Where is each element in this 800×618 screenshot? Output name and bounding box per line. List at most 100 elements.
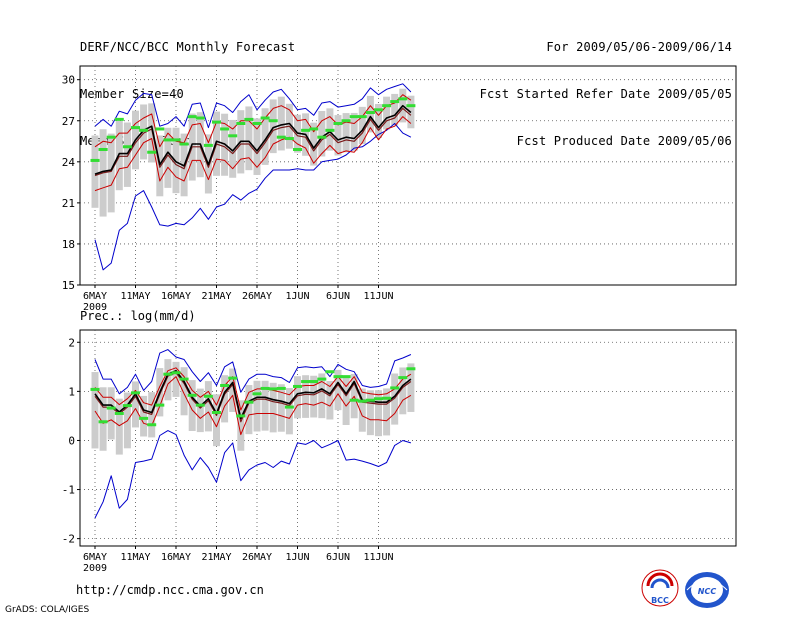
prec-observed-mark xyxy=(187,393,197,397)
temp-spread-box xyxy=(334,115,342,156)
temp-observed-mark xyxy=(106,135,116,139)
chart-temp: 15 18 21 24 27 30 6MAY 11MAY 16MAY 21MAY 26MAY 1JUN… xyxy=(62,65,737,313)
temp-observed-mark xyxy=(341,119,351,123)
temp-observed-mark xyxy=(365,111,375,115)
prec-observed-mark xyxy=(349,398,359,402)
ncc-logo: NCC xyxy=(685,572,729,608)
prec-spread-box xyxy=(196,388,204,433)
temp-spread-box xyxy=(172,127,180,194)
prec-xtick-label: 6JUN xyxy=(326,552,350,563)
prec-observed-mark xyxy=(106,406,116,410)
temp-observed-mark xyxy=(293,147,302,151)
temp-observed-mark xyxy=(228,134,238,138)
prec-spread-box xyxy=(245,385,253,435)
temp-spread-box xyxy=(269,99,277,154)
prec-observed-mark xyxy=(212,410,221,414)
prec-observed-mark xyxy=(293,384,302,388)
temp-observed-mark xyxy=(252,121,262,125)
prec-observed-mark xyxy=(317,377,327,381)
prec-spread-box xyxy=(342,377,350,425)
prec-spread-box xyxy=(204,381,212,432)
prec-spread-box xyxy=(213,394,220,447)
temp-observed-mark xyxy=(284,137,294,141)
temp-observed-mark xyxy=(349,115,359,119)
prec-spread-box xyxy=(172,361,180,397)
prec-spread-box xyxy=(399,367,407,415)
prec-spread-box xyxy=(383,388,391,436)
prec-observed-mark xyxy=(131,391,140,395)
temp-xtick-label: 1JUN xyxy=(285,291,309,302)
temp-observed-mark xyxy=(398,97,408,101)
temp-spread-box xyxy=(383,96,391,130)
temp-spread-box xyxy=(91,135,99,208)
prec-xtick-label: 26MAY xyxy=(242,552,272,563)
website-url[interactable]: http://cmdp.ncc.cma.gov.cn xyxy=(76,583,264,597)
temp-spread-box xyxy=(350,112,358,151)
header-title: DERF/NCC/BCC Monthly Forecast xyxy=(80,40,296,54)
temp-observed-mark xyxy=(131,126,140,130)
prec-spread-box xyxy=(115,398,123,455)
temp-observed-mark xyxy=(325,128,335,132)
temp-ytick-label: 21 xyxy=(62,197,75,210)
prec-spread-box xyxy=(285,388,293,435)
prec-spread-box xyxy=(269,382,277,433)
prec-observed-mark xyxy=(268,387,278,391)
prec-spread-box xyxy=(91,372,99,449)
start-date: Fcst Started Refer Date 2009/05/05 xyxy=(479,87,732,101)
temp-spread-box xyxy=(253,118,261,175)
temp-ytick-label: 15 xyxy=(62,279,75,292)
prec-observed-mark xyxy=(398,376,408,380)
prec-spread-box xyxy=(229,368,237,412)
temp-observed-mark xyxy=(333,121,343,125)
prec-spread-box xyxy=(358,388,366,432)
prec-observed-mark xyxy=(236,414,246,418)
temp-observed-mark xyxy=(220,127,230,131)
temp-ensemble-mean-line xyxy=(94,104,412,175)
temp-spread-box xyxy=(123,122,131,187)
temp-spread-box xyxy=(391,93,399,126)
temp-spread-box xyxy=(148,103,156,163)
temp-observed-mark xyxy=(357,115,367,119)
prec-observed-mark xyxy=(220,383,230,387)
member-size: Member Size=40 xyxy=(80,87,184,101)
prec-ytick-label: -2 xyxy=(62,533,75,546)
temp-observed-mark xyxy=(122,145,132,149)
prec-ensemble-mean-line xyxy=(94,369,412,420)
temp-observed-mark xyxy=(268,119,278,123)
prec-observed-mark xyxy=(341,375,351,379)
prec-observed-mark xyxy=(90,387,100,391)
prec-observed-mark xyxy=(228,376,238,380)
prec-xtick-label: 11MAY xyxy=(120,552,150,563)
temp-spread-box xyxy=(115,121,123,191)
prec-observed-mark xyxy=(406,367,416,371)
temp-observed-mark xyxy=(90,158,100,162)
prec-xtick-label: 21MAY xyxy=(201,552,231,563)
temp-xtick-label: 6JUN xyxy=(326,291,350,302)
prec-spread-box xyxy=(318,373,326,419)
prec-observed-mark xyxy=(195,403,205,407)
prec-xtick-label: 16MAY xyxy=(161,552,191,563)
prec-spread-box xyxy=(253,380,261,432)
temp-spread-box xyxy=(277,96,285,151)
prec-xtick-label: 1JUN xyxy=(285,552,309,563)
prec-plot-frame xyxy=(79,329,737,547)
prec-observed-mark xyxy=(252,392,262,396)
prec-observed-mark xyxy=(382,396,392,400)
prec-ytick-label: -1 xyxy=(62,484,75,497)
temp-observed-mark xyxy=(163,138,173,142)
prec-spread-box xyxy=(261,380,269,431)
temp-plot-frame xyxy=(79,65,737,286)
prec-ytick-label: 2 xyxy=(68,336,75,349)
prec-observed-mark xyxy=(98,420,108,424)
temp-observed-mark xyxy=(212,120,221,124)
temp-observed-mark xyxy=(244,117,254,121)
prec-ytick-label: 1 xyxy=(68,385,75,398)
produced-date: Fcst Produced Date 2009/05/06 xyxy=(516,134,732,148)
temp-spread-box xyxy=(140,104,148,160)
prec-spread-box xyxy=(326,381,334,420)
temp-xtick-label: 21MAY xyxy=(201,291,231,302)
temp-observed-mark xyxy=(114,117,124,121)
prec-observed-mark xyxy=(203,394,213,398)
prec-ytick-label: 0 xyxy=(68,434,75,447)
